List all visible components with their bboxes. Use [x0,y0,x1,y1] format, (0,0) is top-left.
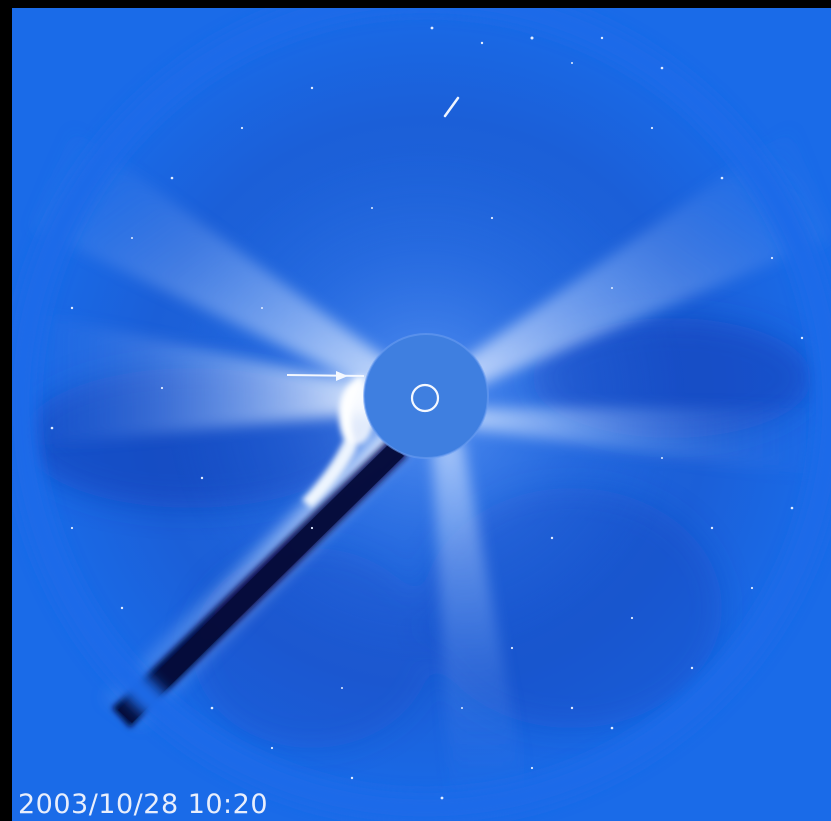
occulter-disc [364,334,488,458]
timestamp-label: 2003/10/28 10:20 [18,789,269,820]
streamer-south [432,438,532,821]
streamer-west [12,308,382,448]
streamer-northwest [32,128,412,398]
occulter-pylon [112,438,408,728]
streamer-northeast [452,128,831,388]
coronal-streamers [12,128,831,821]
coronagraph-field [12,8,831,821]
star-field [50,26,804,800]
occulter-rim [363,333,489,459]
comet-pointer-icon [286,371,365,381]
streak-mark [443,96,460,118]
sun-outline-icon [410,383,440,413]
coronagraph-image [12,8,831,821]
streamer-east [467,408,831,478]
field-edge [12,8,831,821]
